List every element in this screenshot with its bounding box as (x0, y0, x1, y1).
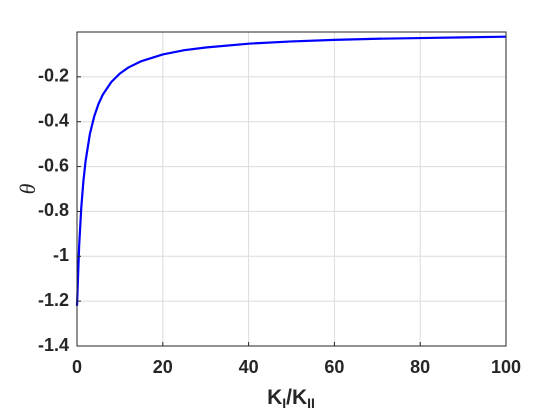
y-tick-label: -0.4 (38, 110, 69, 130)
x-label-part: I (282, 395, 286, 411)
x-tick-label: 80 (410, 357, 430, 377)
y-tick-label: -0.6 (38, 155, 69, 175)
x-tick-label: 0 (72, 357, 82, 377)
x-tick-label: 100 (491, 357, 521, 377)
x-label-part: II (307, 395, 315, 411)
x-axis-label: KI/KII (267, 386, 315, 411)
y-axis-label: θ (15, 183, 40, 194)
x-tick-label: 20 (153, 357, 173, 377)
y-tick-label: -1 (53, 245, 69, 265)
x-tick-label: 60 (324, 357, 344, 377)
plot (75, 35, 507, 306)
data-line (75, 35, 507, 306)
x-tick-label: 40 (239, 357, 259, 377)
axes-box (76, 31, 507, 347)
x-label-part: K (267, 386, 282, 409)
y-tick-label: -0.8 (38, 200, 69, 220)
y-tick-label: -1.4 (38, 335, 69, 355)
x-label-part: /K (286, 386, 307, 409)
y-tick-label: -1.2 (38, 290, 69, 310)
y-tick-label: -0.2 (38, 66, 69, 86)
